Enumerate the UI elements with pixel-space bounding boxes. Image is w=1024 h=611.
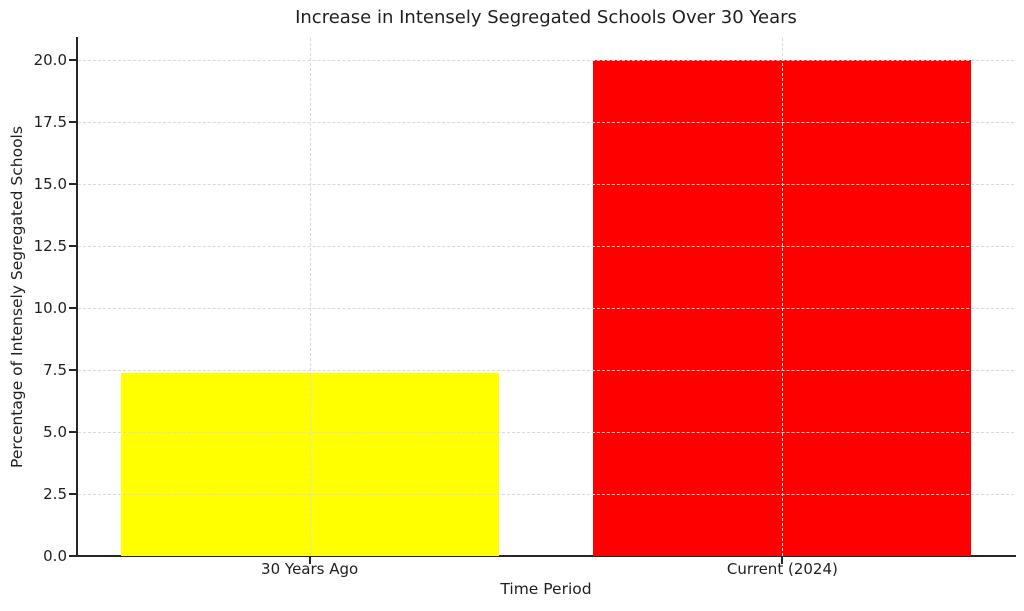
y-axis-spine — [76, 37, 78, 557]
y-tick-label: 7.5 — [43, 361, 67, 380]
x-tick-mark — [308, 557, 311, 564]
y-tick-mark — [69, 245, 76, 248]
y-tick-label: 12.5 — [33, 237, 67, 256]
y-tick-label: 10.0 — [33, 299, 67, 318]
plot-area — [78, 38, 1014, 556]
x-tick-label: 30 Years Ago — [261, 560, 359, 578]
y-tick-mark — [69, 369, 76, 372]
y-tick-label: 0.0 — [43, 547, 67, 565]
y-tick-label: 17.5 — [33, 113, 67, 132]
h-gridline — [78, 184, 1014, 186]
y-tick-mark — [69, 121, 76, 124]
y-tick-label: 2.5 — [43, 485, 67, 504]
x-tick-mark — [781, 557, 784, 564]
y-tick-mark — [69, 555, 76, 557]
y-tick-mark — [69, 307, 76, 310]
h-gridline — [78, 370, 1014, 372]
y-tick-label: 20.0 — [33, 51, 67, 70]
y-tick-mark — [69, 493, 76, 496]
h-gridline — [78, 308, 1014, 310]
y-tick-mark — [69, 59, 76, 62]
v-gridline — [782, 38, 784, 556]
h-gridline — [78, 246, 1014, 248]
chart-title: Increase in Intensely Segregated Schools… — [295, 7, 797, 28]
y-tick-mark — [69, 431, 76, 434]
h-gridline — [78, 494, 1014, 496]
y-tick-label: 15.0 — [33, 175, 67, 194]
y-tick-label: 5.0 — [43, 423, 67, 442]
v-gridline — [309, 38, 311, 556]
x-axis-label: Time Period — [500, 580, 592, 598]
x-tick-label: Current (2024) — [726, 560, 838, 578]
y-tick-mark — [69, 183, 76, 186]
bar-30-years-ago — [120, 372, 499, 556]
x-axis-spine — [76, 555, 1016, 557]
h-gridline — [78, 122, 1014, 124]
h-gridline — [78, 432, 1014, 434]
h-gridline — [78, 60, 1014, 62]
